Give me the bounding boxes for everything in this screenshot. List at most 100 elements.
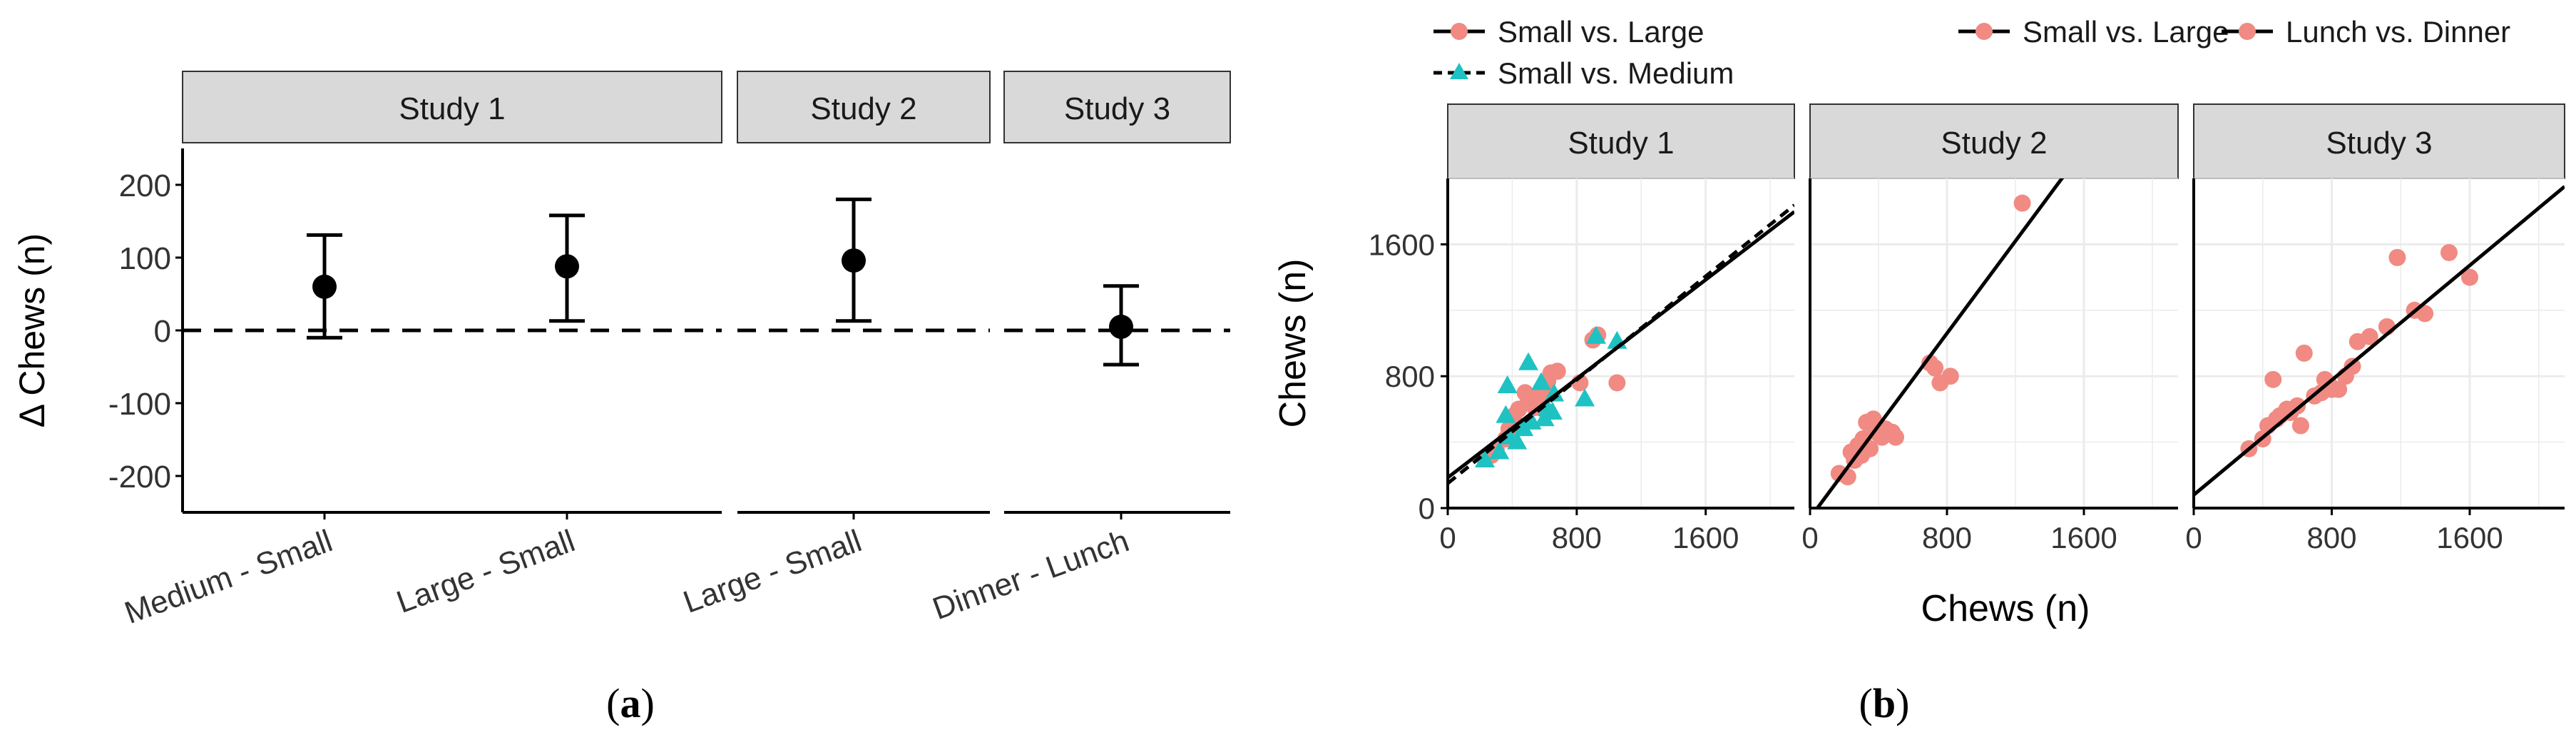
legend-entry-small-vs-medium-1: Small vs. Medium <box>1433 56 1734 90</box>
x-tick-label-b: 0 <box>1439 521 1456 554</box>
point-small-vs-medium <box>1542 402 1563 420</box>
x-tick-label-b: 800 <box>2306 521 2356 554</box>
facet-study-2: Study 2 0 800 1600 <box>1801 103 2179 554</box>
error-bar-medium-small <box>307 233 342 340</box>
caption-a-close: ) <box>641 680 655 726</box>
point-small-vs-medium <box>1474 450 1495 468</box>
legend-circle-marker <box>1451 23 1468 40</box>
point-lunch-vs-dinner <box>2264 370 2282 388</box>
y-tick-label-a: -200 <box>108 460 171 495</box>
point-lunch-vs-dinner <box>2344 358 2361 375</box>
caption-a: (a) <box>606 680 655 726</box>
caption-b-open: ( <box>1859 680 1873 726</box>
x-axis-label-b: Chews (n) <box>1921 588 2090 629</box>
legend-entry-small-vs-large-2: Small vs. Large <box>1958 15 2229 49</box>
facet-study-3: Study 3 0 800 1600 <box>2185 103 2565 554</box>
point-small-vs-medium <box>1489 441 1510 460</box>
mean-point <box>555 254 579 279</box>
x-tick-label-large-small: Large - Small <box>679 523 867 620</box>
caption-b: (b) <box>1859 680 1910 726</box>
x-tick-label-b: 1600 <box>2050 521 2117 554</box>
x-tick-label-b: 0 <box>2185 521 2202 554</box>
point-small-vs-large <box>1941 368 1959 385</box>
legend-label: Lunch vs. Dinner <box>2286 15 2510 49</box>
legend-label: Small vs. Large <box>1498 15 1704 49</box>
caption-b-letter: b <box>1873 680 1896 726</box>
point-small-vs-medium <box>1585 325 1606 344</box>
legend-entry-small-vs-large-0: Small vs. Large <box>1433 15 1704 49</box>
y-axis-label-a: Δ Chews (n) <box>12 233 52 427</box>
point-small-vs-large <box>1887 428 1904 446</box>
error-bar-dinner-lunch <box>1103 284 1139 367</box>
point-small-vs-medium <box>1575 388 1595 407</box>
x-tick-label-b: 0 <box>1801 521 1818 554</box>
caption-b-close: ) <box>1896 680 1909 726</box>
error-bar-large-small <box>836 197 872 323</box>
strip-b-study-3 <box>2193 103 2565 179</box>
facet-plot-area <box>2194 185 2565 497</box>
point-small-vs-medium <box>1544 383 1565 402</box>
x-tick-label-large-small: Large - Small <box>392 523 580 620</box>
y-tick-label-b: 0 <box>1419 492 1435 525</box>
fit-line-small-vs-large <box>1815 178 2065 508</box>
strip-label-a-study-1: Study 1 <box>399 91 505 126</box>
fit-line-lunch-vs-dinner <box>2194 185 2565 497</box>
mean-point <box>312 274 337 299</box>
error-bar-large-small <box>549 213 585 323</box>
y-axis-label-b: Chews (n) <box>1272 259 1314 428</box>
point-small-vs-medium <box>1531 372 1552 390</box>
point-small-vs-medium <box>1507 431 1528 450</box>
y-tick-label-a: 100 <box>119 241 171 276</box>
strip-label-a-study-3: Study 3 <box>1064 91 1170 126</box>
strip-label-b-study-3: Study 3 <box>2326 126 2432 161</box>
caption-a-letter: a <box>620 680 641 726</box>
point-lunch-vs-dinner <box>2330 380 2348 398</box>
x-tick-label-b: 800 <box>1552 521 1602 554</box>
x-tick-label-b: 1600 <box>1672 521 1739 554</box>
point-lunch-vs-dinner <box>2291 417 2309 435</box>
facet-plot-area <box>1815 178 2065 508</box>
point-small-vs-large <box>1608 374 1626 392</box>
point-small-vs-medium <box>1497 375 1518 394</box>
mean-point <box>1109 314 1133 339</box>
strip-a-study-3 <box>1003 71 1231 143</box>
point-small-vs-large <box>1548 363 1566 380</box>
y-tick-label-a: 0 <box>154 314 171 349</box>
y-tick-label-a: 200 <box>119 168 171 203</box>
x-tick-label-b: 1600 <box>2436 521 2503 554</box>
point-small-vs-medium <box>1496 405 1516 423</box>
strip-label-b-study-2: Study 2 <box>1941 126 2047 161</box>
point-lunch-vs-dinner <box>2295 344 2313 362</box>
chart-a: Δ Chews (n) 200 100 0 -100 -200 Study 1 Medium … <box>12 71 1231 726</box>
strip-label-a-study-2: Study 2 <box>810 91 916 126</box>
strip-label-b-study-1: Study 1 <box>1568 126 1674 161</box>
point-lunch-vs-dinner <box>2416 305 2434 323</box>
legend-entry-lunch-vs-dinner-3: Lunch vs. Dinner <box>2222 15 2510 49</box>
legend-circle-marker <box>1976 23 1993 40</box>
strip-a-study-2 <box>737 71 991 143</box>
legend-label: Small vs. Medium <box>1498 56 1734 90</box>
y-tick-label-b: 1600 <box>1369 228 1435 261</box>
facet-plot-area <box>1448 203 1794 485</box>
point-lunch-vs-dinner <box>2460 268 2478 286</box>
facet-study-1: Study 1 0 800 1600 <box>1439 103 1795 554</box>
point-lunch-vs-dinner <box>2440 243 2458 261</box>
legend-label: Small vs. Large <box>2023 15 2229 49</box>
x-tick-label-dinner-lunch: Dinner - Lunch <box>928 523 1133 627</box>
point-lunch-vs-dinner <box>2361 328 2378 345</box>
point-small-vs-large <box>2013 194 2031 212</box>
caption-a-open: ( <box>606 680 620 726</box>
y-tick-label-b: 800 <box>1385 360 1435 393</box>
strip-b-study-2 <box>1809 103 2179 179</box>
mean-point <box>842 248 866 273</box>
x-tick-label-b: 800 <box>1922 521 1972 554</box>
legend-circle-marker <box>2239 23 2256 40</box>
point-lunch-vs-dinner <box>2388 248 2406 266</box>
fit-line-small-vs-medium <box>1448 203 1794 485</box>
point-small-vs-medium <box>1518 352 1539 370</box>
x-tick-label-medium-small: Medium - Small <box>120 523 337 631</box>
strip-b-study-1 <box>1447 103 1795 179</box>
point-small-vs-large <box>1926 359 1944 377</box>
chart-b: Small vs. Large Small vs. Medium Small vs.… <box>1272 15 2565 726</box>
y-tick-label-a: -100 <box>108 387 171 422</box>
